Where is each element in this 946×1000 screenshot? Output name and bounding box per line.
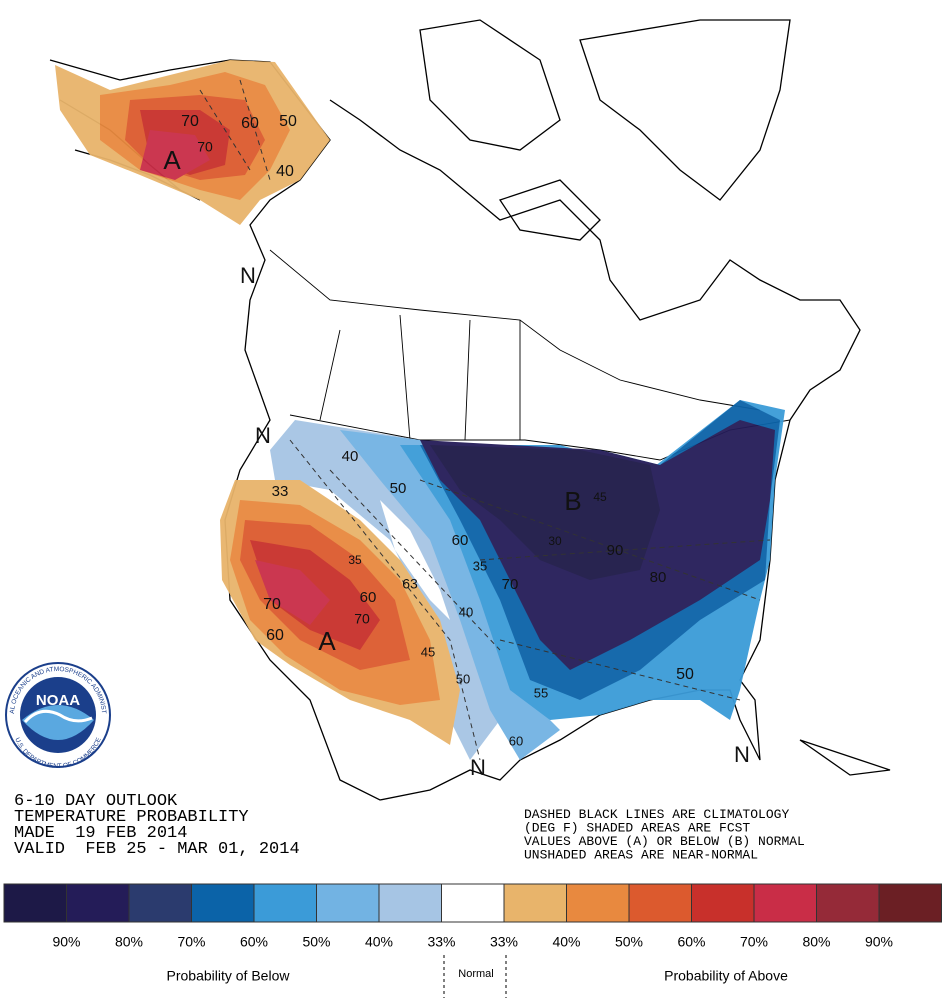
map-label: N: [255, 423, 271, 448]
map-label: 63: [402, 576, 418, 592]
map-label: 70: [263, 596, 281, 613]
legend-swatch: [378, 883, 442, 923]
map-label: 60: [266, 627, 284, 644]
note-line: UNSHADED AREAS ARE NEAR-NORMAL: [524, 848, 758, 863]
legend-above: Probability of Above: [664, 968, 788, 984]
map-label: 40: [276, 163, 294, 180]
legend-label: 40%: [365, 934, 393, 950]
note-line: (DEG F) SHADED AREAS ARE FCST: [524, 821, 750, 836]
legend-label: 50%: [302, 934, 330, 950]
map-label: A: [163, 145, 181, 175]
map-label: 60: [241, 115, 259, 132]
map-label: 50: [456, 671, 470, 686]
map-label: 60: [452, 532, 469, 549]
map-label: 50: [279, 113, 297, 130]
legend-label: 80%: [802, 934, 830, 950]
map-label: 70: [502, 576, 519, 593]
legend-label: 70%: [740, 934, 768, 950]
legend-swatch: [441, 883, 505, 923]
legend-swatch: [316, 883, 380, 923]
legend-label: 33%: [490, 934, 518, 950]
legend-label: 60%: [240, 934, 268, 950]
legend-label: 33%: [427, 934, 455, 950]
map-label: N: [734, 742, 750, 767]
note-line: VALUES ABOVE (A) OR BELOW (B) NORMAL: [524, 834, 805, 849]
legend-label: 40%: [552, 934, 580, 950]
outlook-line: 6-10 DAY OUTLOOK: [14, 792, 178, 811]
map-label: 35: [348, 553, 362, 567]
map-label: 90: [607, 542, 624, 559]
shading: [55, 60, 785, 760]
map-label: 50: [390, 480, 407, 497]
map-label: A: [318, 626, 336, 656]
map-label: 70: [354, 611, 370, 627]
legend-swatch: [3, 883, 67, 923]
map-label: 60: [509, 733, 523, 748]
legend-swatch: [628, 883, 692, 923]
legend-swatch: [253, 883, 317, 923]
map-label: 40: [459, 604, 473, 619]
legend-label: 70%: [177, 934, 205, 950]
legend-label: 50%: [615, 934, 643, 950]
map-label: B: [564, 486, 581, 516]
map-label: N: [240, 263, 256, 288]
note-line: DASHED BLACK LINES ARE CLIMATOLOGY: [524, 807, 789, 822]
map-label: 30: [548, 534, 562, 548]
map-label: N: [470, 755, 486, 780]
map-label: 70: [197, 139, 213, 155]
outlook-line: TEMPERATURE PROBABILITY: [14, 808, 249, 827]
climatology-lines: [199, 79, 771, 761]
legend-swatch: [66, 883, 130, 923]
noaa-logo: [5, 662, 111, 768]
legend-below: Probability of Below: [167, 968, 291, 984]
legend-swatch: [191, 883, 255, 923]
map-label: 45: [593, 490, 607, 504]
outlook-line: VALID FEB 25 - MAR 01, 2014: [14, 840, 300, 859]
map-label: 55: [534, 685, 548, 700]
legend-label: 90%: [52, 934, 80, 950]
map-label: 33: [272, 483, 289, 500]
legend-swatch: [128, 883, 192, 923]
map-label: 40: [342, 448, 359, 465]
legend-label: 90%: [865, 934, 893, 950]
legend-label: 80%: [115, 934, 143, 950]
legend-label: 60%: [677, 934, 705, 950]
map-label: 45: [421, 644, 435, 659]
legend-swatch: [816, 883, 880, 923]
map-label: 80: [650, 569, 667, 586]
map-label: 60: [360, 589, 377, 606]
legend-swatch: [878, 883, 942, 923]
outlook-line: MADE 19 FEB 2014: [14, 824, 187, 843]
legend-swatch: [566, 883, 630, 923]
legend-swatch: [753, 883, 817, 923]
logo-name: NOAA: [36, 692, 80, 709]
map-label: 70: [181, 113, 199, 130]
map-label: 35: [473, 558, 487, 573]
legend-swatch: [503, 883, 567, 923]
map-label: 50: [676, 666, 694, 683]
legend-normal: Normal: [458, 968, 493, 980]
legend-swatch: [691, 883, 755, 923]
